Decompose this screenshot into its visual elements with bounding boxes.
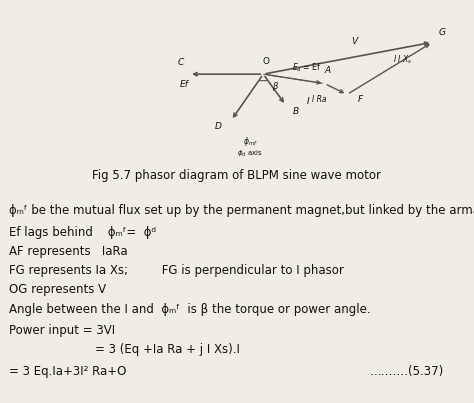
Text: β: β: [272, 82, 277, 91]
Text: $\phi_{mf}$: $\phi_{mf}$: [243, 135, 258, 148]
Text: O: O: [263, 57, 270, 66]
Text: FG represents Ia Xs;         FG is perpendicular to I phasor: FG represents Ia Xs; FG is perpendicular…: [9, 264, 344, 277]
Text: = 3 (Eq +Ia Ra + j I Xs).I: = 3 (Eq +Ia Ra + j I Xs).I: [95, 343, 240, 356]
Text: ϕₘᶠ be the mutual flux set up by the permanent magnet,but linked by the armature: ϕₘᶠ be the mutual flux set up by the per…: [9, 204, 474, 217]
Text: = 3 Eq.Ia+3I² Ra+O: = 3 Eq.Ia+3I² Ra+O: [9, 365, 127, 378]
Text: I Ra: I Ra: [312, 95, 327, 104]
Text: C: C: [178, 58, 184, 67]
Text: B: B: [292, 107, 299, 116]
Text: Ef lags behind    ϕₘᶠ=  ϕᵈ: Ef lags behind ϕₘᶠ= ϕᵈ: [9, 226, 156, 239]
Text: F: F: [357, 95, 363, 104]
Text: $\phi_d$ axis: $\phi_d$ axis: [237, 148, 263, 159]
Text: Ef: Ef: [180, 80, 189, 89]
Text: OG represents V: OG represents V: [9, 283, 107, 296]
Text: AF represents   IaRa: AF represents IaRa: [9, 245, 128, 258]
Text: Angle between the I and  ϕₘᶠ  is β the torque or power angle.: Angle between the I and ϕₘᶠ is β the tor…: [9, 303, 371, 316]
Text: ……….(5.37): ……….(5.37): [370, 365, 444, 378]
Text: G: G: [438, 28, 446, 37]
Text: A: A: [325, 66, 331, 75]
Text: Fig 5.7 phasor diagram of BLPM sine wave motor: Fig 5.7 phasor diagram of BLPM sine wave…: [92, 169, 382, 182]
Text: I: I: [307, 97, 310, 106]
Text: D: D: [215, 122, 221, 131]
Text: V: V: [351, 37, 357, 46]
Text: I I X$_s$: I I X$_s$: [393, 54, 412, 66]
Text: Power input = 3VI: Power input = 3VI: [9, 324, 116, 337]
Text: $E_a$ = Ef: $E_a$ = Ef: [292, 61, 321, 74]
